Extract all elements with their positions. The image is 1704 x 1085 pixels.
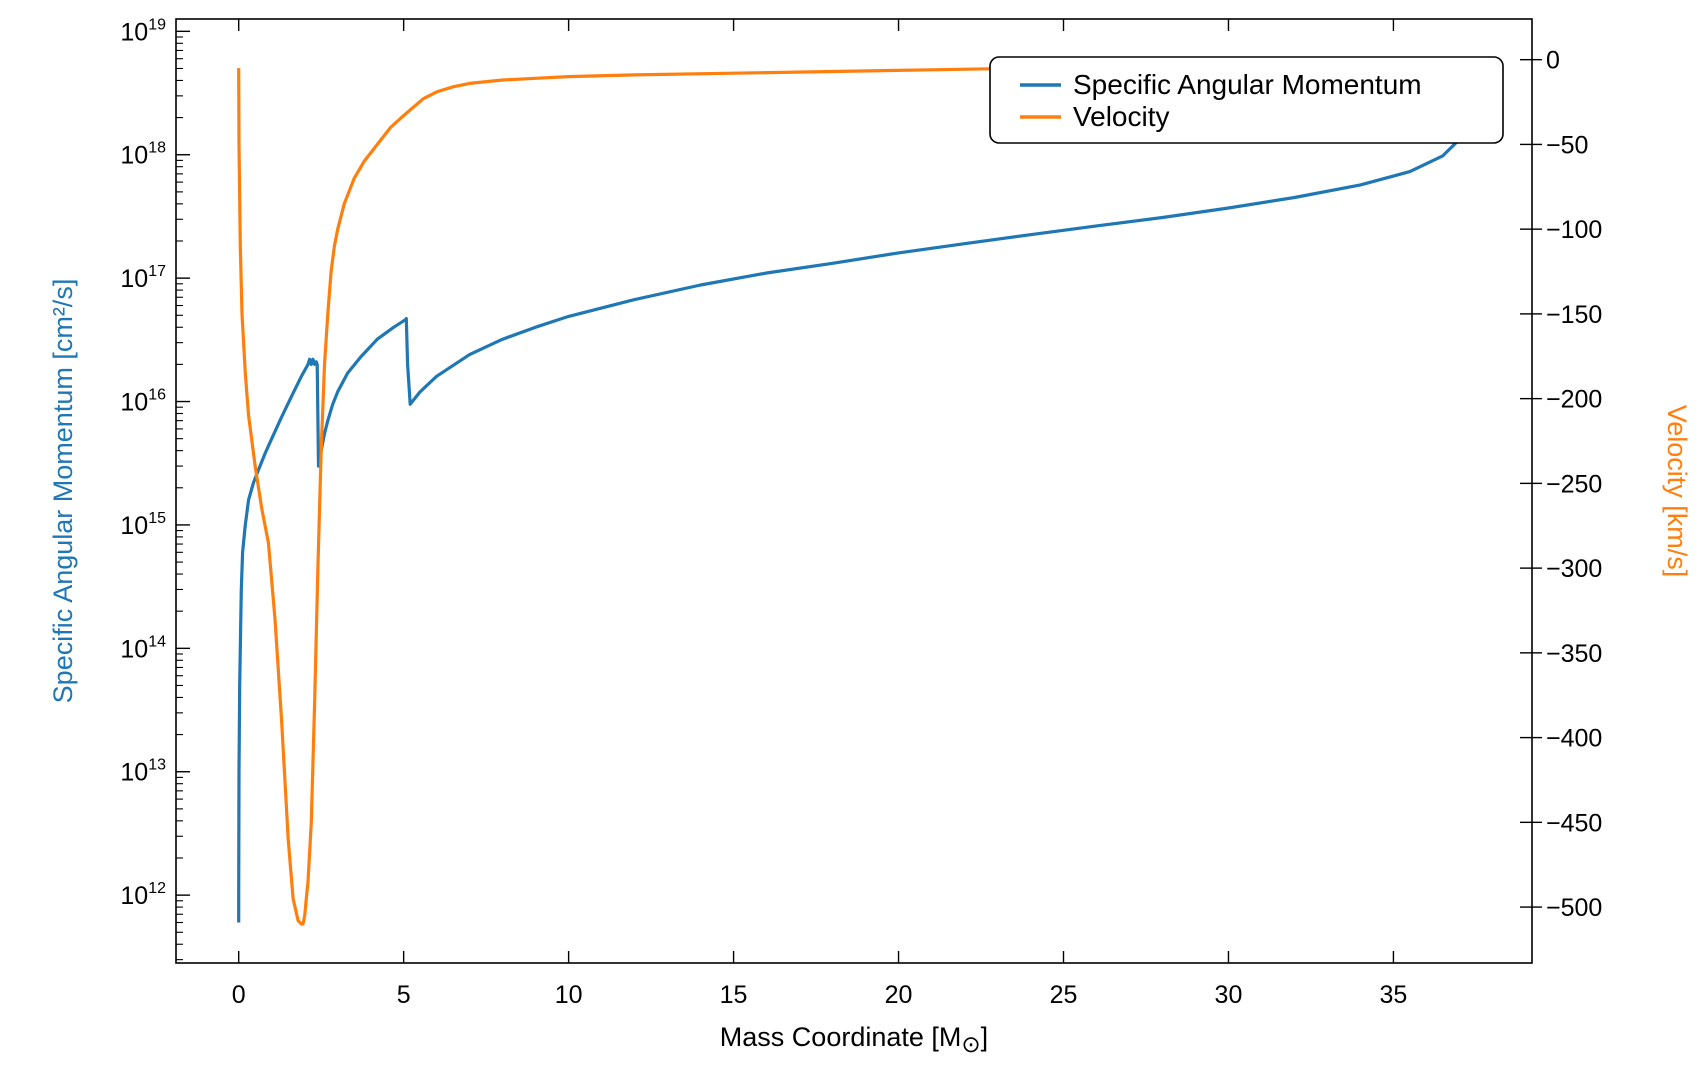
left-tick-label: 1012 [120, 880, 166, 910]
x-tick-label: 30 [1215, 981, 1243, 1009]
x-tick-label: 0 [232, 981, 246, 1009]
left-tick-exponent: 13 [148, 757, 166, 774]
right-tick-label: −50 [1546, 131, 1588, 159]
right-tick-label: −500 [1546, 894, 1602, 922]
left-tick-label: 1015 [120, 510, 166, 540]
x-tick-label: 5 [397, 981, 411, 1009]
x-axis-title-symbol: ⊙ [961, 1031, 980, 1057]
right-tick-label: −150 [1546, 301, 1602, 329]
x-axis-ticks: 0 5 10 15 20 25 30 35 [232, 19, 1408, 1009]
x-axis-title-text: Mass Coordinate [M [720, 1022, 962, 1052]
right-tick-label: −100 [1546, 216, 1602, 244]
left-axis-minor-ticks [176, 36, 183, 961]
left-tick-base: 10 [120, 265, 148, 293]
left-tick-exponent: 14 [148, 633, 166, 650]
left-tick-base: 10 [120, 142, 148, 170]
x-tick-label: 25 [1050, 981, 1078, 1009]
series-line-velocity [237, 66, 1064, 926]
left-tick-label: 1013 [120, 757, 166, 787]
right-tick-label: −200 [1546, 386, 1602, 414]
left-tick-exponent: 18 [148, 140, 166, 157]
legend: Specific Angular Momentum Velocity [989, 56, 1504, 144]
legend-label-velocity: Velocity [1073, 101, 1170, 132]
x-axis-title-close: ] [981, 1022, 989, 1052]
left-tick-label: 1019 [120, 16, 166, 46]
right-tick-label: −300 [1546, 555, 1602, 583]
left-tick-label: 1018 [120, 140, 166, 170]
left-tick-exponent: 19 [148, 16, 166, 33]
x-tick-label: 15 [720, 981, 748, 1009]
left-tick-exponent: 15 [148, 510, 166, 527]
left-tick-base: 10 [120, 759, 148, 787]
left-tick-label: 1017 [120, 263, 166, 293]
left-tick-base: 10 [120, 389, 148, 417]
x-tick-label: 20 [885, 981, 913, 1009]
right-tick-label: 0 [1546, 47, 1560, 75]
left-tick-base: 10 [120, 18, 148, 46]
right-tick-label: −450 [1546, 809, 1602, 837]
left-axis-title: Specific Angular Momentum [cm²/s] [48, 279, 78, 704]
left-tick-label: 1016 [120, 387, 166, 417]
right-axis-ticks: 0 −50 −100 −150 −200 −250 −300 −350 −400 −450 −500 [1520, 47, 1602, 922]
left-tick-label: 1014 [120, 633, 166, 663]
right-tick-label: −350 [1546, 640, 1602, 668]
left-tick-exponent: 16 [148, 387, 166, 404]
left-tick-base: 10 [120, 882, 148, 910]
left-tick-exponent: 12 [148, 880, 166, 897]
x-tick-label: 35 [1380, 981, 1408, 1009]
plot-frame [175, 18, 1533, 964]
left-tick-base: 10 [120, 635, 148, 663]
left-tick-exponent: 17 [148, 263, 166, 280]
series-line-specific-angular-momentum [237, 128, 1471, 923]
left-tick-base: 10 [120, 512, 148, 540]
legend-label-specific-angular-momentum: Specific Angular Momentum [1073, 69, 1422, 100]
x-tick-label: 10 [555, 981, 583, 1009]
right-tick-label: −400 [1546, 725, 1602, 753]
right-axis-title: Velocity [km/s] [1662, 405, 1692, 578]
right-tick-label: −250 [1546, 470, 1602, 498]
x-axis-title: Mass Coordinate [M⊙] [720, 1022, 988, 1057]
legend-box [989, 56, 1504, 144]
